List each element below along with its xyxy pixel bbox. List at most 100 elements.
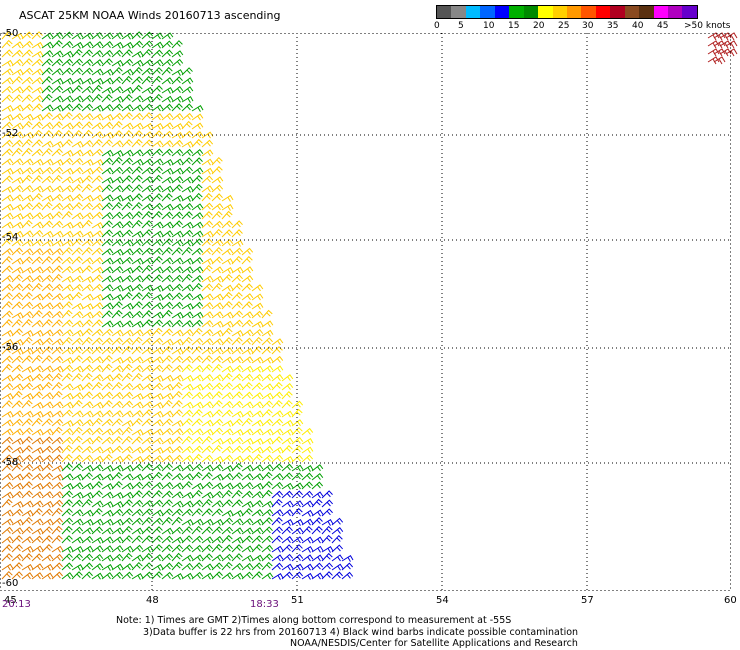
wind-barb [191, 183, 203, 193]
wind-barb [11, 104, 24, 112]
wind-barb [271, 463, 283, 472]
wind-barb [81, 346, 94, 355]
wind-barb [261, 408, 273, 418]
wind-barb [151, 382, 164, 391]
wind-barb [211, 228, 223, 238]
legend-color-swatch [465, 6, 481, 18]
wind-barb [121, 445, 134, 454]
wind-barb [221, 320, 234, 328]
wind-barb [21, 185, 34, 193]
wind-barb [11, 221, 24, 229]
wind-barb [191, 508, 203, 517]
wind-barb [261, 500, 274, 508]
wind-barb [221, 553, 234, 562]
wind-barb [171, 572, 184, 580]
wind-barb [1, 526, 14, 535]
wind-barb [281, 419, 294, 427]
wind-barb [51, 338, 64, 346]
wind-barb [121, 229, 133, 238]
wind-barb [141, 95, 154, 103]
wind-barb [121, 49, 133, 58]
wind-barb [301, 518, 314, 526]
wind-barb [171, 103, 183, 112]
wind-barb [181, 112, 194, 121]
wind-barb [101, 491, 114, 499]
wind-barb [11, 553, 24, 562]
wind-barb [1, 158, 14, 166]
wind-barb [131, 329, 144, 337]
wind-barb [181, 103, 193, 112]
wind-barb [41, 248, 54, 256]
legend-color-swatch [624, 6, 640, 18]
wind-barb [31, 175, 43, 184]
wind-barb [101, 149, 114, 157]
wind-barb [261, 365, 274, 373]
wind-barb [41, 401, 54, 409]
wind-barb [281, 490, 294, 499]
wind-barb [211, 363, 223, 373]
wind-barb [231, 436, 244, 445]
wind-barb [121, 68, 134, 76]
wind-barb [131, 446, 144, 454]
wind-barb [51, 273, 63, 283]
wind-barb [221, 311, 234, 319]
wind-barb [141, 508, 153, 517]
wind-barb [41, 310, 54, 319]
wind-barb [161, 338, 174, 346]
wind-barb [271, 481, 284, 490]
wind-barb [151, 174, 163, 184]
wind-barb [241, 381, 253, 391]
wind-barb [251, 464, 264, 472]
wind-barb [111, 248, 124, 256]
wind-barb [111, 230, 124, 238]
wind-barb [61, 301, 73, 310]
wind-barb [81, 482, 94, 490]
wind-barb [201, 192, 213, 202]
wind-barb [191, 203, 204, 211]
wind-barb [91, 93, 103, 103]
wind-barb [141, 158, 154, 166]
wind-barb [151, 437, 164, 445]
wind-barb [221, 327, 233, 337]
wind-barb [301, 545, 314, 553]
wind-barb [1, 310, 13, 319]
wind-barb [201, 445, 213, 454]
wind-barb [1, 428, 14, 436]
wind-barb [181, 303, 194, 310]
wind-barb [51, 95, 64, 103]
wind-barb [111, 381, 123, 391]
wind-barb [91, 302, 104, 310]
wind-barb [91, 266, 104, 274]
wind-barb [1, 77, 14, 85]
legend-label: 30 [582, 21, 594, 31]
wind-barb [281, 571, 294, 580]
wind-barb [231, 562, 244, 571]
wind-barb [291, 544, 303, 553]
wind-barb [171, 239, 184, 247]
wind-barb [221, 409, 234, 418]
wind-barb [191, 401, 204, 409]
wind-barb [171, 69, 184, 76]
wind-barb [21, 167, 34, 175]
wind-barb [51, 202, 64, 211]
wind-barb [101, 229, 113, 238]
wind-barb [91, 202, 104, 211]
wind-barb [91, 500, 104, 508]
wind-barb [101, 113, 114, 121]
wind-barb [121, 525, 133, 535]
wind-barb [91, 68, 104, 76]
wind-barb [321, 508, 333, 517]
wind-barb [91, 257, 104, 265]
wind-barb [41, 436, 53, 445]
wind-barb [181, 544, 194, 553]
wind-barb [151, 447, 164, 454]
wind-barb [91, 446, 104, 454]
wind-barb [191, 562, 203, 571]
wind-barb [131, 219, 143, 229]
wind-barb [191, 105, 204, 112]
wind-barb [81, 149, 94, 157]
wind-barb [151, 166, 163, 175]
wind-barb [231, 247, 244, 256]
wind-barb [151, 193, 163, 202]
wind-barb [151, 104, 164, 112]
